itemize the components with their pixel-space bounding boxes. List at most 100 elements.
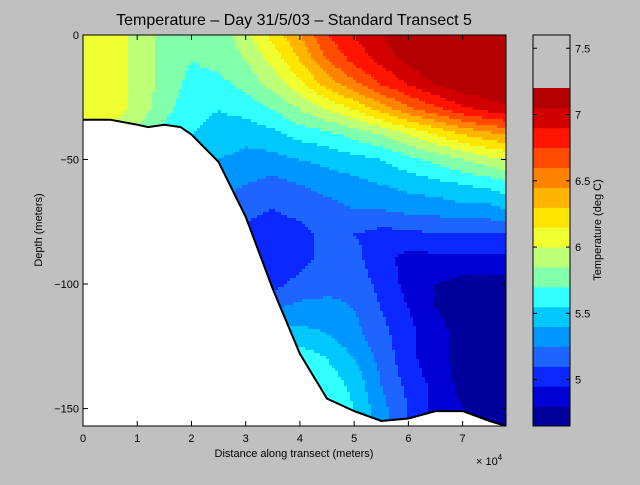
contour-band-cell	[377, 62, 405, 66]
contour-band-cell	[338, 47, 366, 51]
contour-band-cell	[404, 392, 429, 396]
seabed-area	[83, 119, 506, 426]
contour-band-cell	[311, 101, 336, 105]
colorbar-swatch	[533, 127, 570, 149]
contour-band-cell	[347, 302, 381, 306]
contour-band-cell	[356, 65, 384, 69]
contour-band-cell	[296, 218, 492, 222]
contour-band-cell	[410, 95, 441, 99]
contour-band-cell	[395, 263, 506, 267]
contour-band-cell	[488, 155, 506, 159]
contour-band-cell	[371, 56, 399, 60]
contour-band-cell	[356, 359, 375, 363]
contour-band-cell	[332, 110, 360, 114]
contour-band-cell	[434, 296, 506, 300]
contour-band-cell	[266, 59, 285, 63]
contour-band-cell	[386, 323, 414, 327]
contour-band-cell	[155, 65, 189, 69]
contour-band-cell	[320, 47, 339, 51]
contour-band-cell	[314, 74, 330, 78]
x-axis: 0 1 2 3 4 5 6 7	[80, 35, 466, 445]
contour-band-cell	[386, 404, 408, 408]
colorbar-swatch	[533, 346, 570, 367]
contour-band-cell	[449, 167, 498, 171]
contour-band-cell	[389, 137, 420, 141]
contour-band-cell	[491, 203, 506, 207]
contour-band-cell	[362, 68, 387, 72]
contour-band-cell	[299, 272, 369, 276]
contour-band-cell	[281, 131, 333, 135]
contour-band-cell	[347, 59, 375, 63]
contour-band-cell	[377, 299, 405, 303]
contour-band-cell	[350, 305, 381, 309]
contour-band-cell	[242, 185, 306, 189]
contour-band-cell	[359, 140, 399, 144]
contour-band-cell	[332, 62, 354, 66]
contour-band-cell	[374, 59, 402, 63]
contour-band-cell	[434, 302, 506, 306]
contour-band-cell	[419, 362, 450, 366]
contour-band-cell	[371, 404, 387, 408]
contour-band-cell	[308, 227, 378, 231]
contour-band-cell	[392, 341, 417, 345]
contour-band-cell	[320, 44, 339, 48]
contour-band-cell	[452, 374, 506, 378]
contour-band-cell	[473, 185, 506, 189]
contour-band-cell	[410, 155, 450, 159]
contour-band-cell	[383, 386, 405, 390]
contour-band-cell	[344, 380, 366, 384]
contour-band-cell	[173, 110, 219, 114]
contour-band-cell	[245, 221, 303, 225]
contour-band-cell	[155, 86, 183, 90]
contour-band-cell	[404, 251, 429, 255]
contour-band-cell	[392, 107, 414, 111]
contour-band-cell	[371, 413, 390, 417]
x-axis-multiplier: × 104	[476, 453, 503, 468]
contour-band-cell	[407, 413, 429, 417]
contour-band-cell	[83, 56, 129, 60]
contour-band-cell	[128, 98, 153, 102]
contour-band-cell	[206, 119, 252, 123]
contour-band-cell	[257, 47, 276, 51]
contour-band-cell	[371, 74, 396, 78]
contour-band-cell	[266, 329, 321, 333]
contour-band-cell	[386, 398, 408, 402]
contour-band-cell	[461, 149, 504, 153]
contour-band-cell	[377, 365, 399, 369]
x-tick-label: 5	[351, 433, 357, 445]
contour-band-cell	[299, 77, 315, 81]
contour-band-cell	[152, 95, 180, 99]
contour-band-cell	[413, 317, 444, 321]
contour-band-cell	[83, 35, 129, 39]
contour-band-cell	[152, 92, 180, 96]
contour-band-cell	[383, 392, 405, 396]
contour-band-cell	[329, 98, 354, 102]
contour-band-cell	[419, 98, 447, 102]
contour-band-cell	[386, 161, 432, 165]
colorbar-swatch	[533, 286, 570, 308]
contour-band-cell	[179, 95, 252, 99]
contour-band-cell	[404, 92, 432, 96]
contour-band-cell	[407, 305, 435, 309]
contour-band-cell	[398, 140, 429, 144]
contour-band-cell	[305, 83, 321, 87]
contour-band-cell	[329, 74, 348, 78]
contour-band-cell	[326, 119, 360, 123]
contour-band-cell	[314, 242, 360, 246]
contour-band-cell	[128, 86, 156, 90]
contour-band-cell	[83, 65, 129, 69]
contour-band-cell	[356, 236, 506, 240]
contour-band-cell	[461, 119, 504, 123]
contour-band-cell	[392, 164, 441, 168]
contour-band-cell	[338, 122, 369, 126]
contour-band-cell	[251, 65, 273, 69]
contour-band-cell	[284, 305, 351, 309]
contour-band-cell	[401, 110, 426, 114]
contour-band-cell	[257, 179, 288, 183]
contour-band-cell	[395, 350, 417, 354]
contour-band-cell	[392, 71, 420, 75]
colorbar-tick-label: 6.5	[575, 176, 590, 188]
contour-band-cell	[251, 119, 291, 123]
contour-band-cell	[416, 347, 450, 351]
contour-band-cell	[395, 98, 420, 102]
